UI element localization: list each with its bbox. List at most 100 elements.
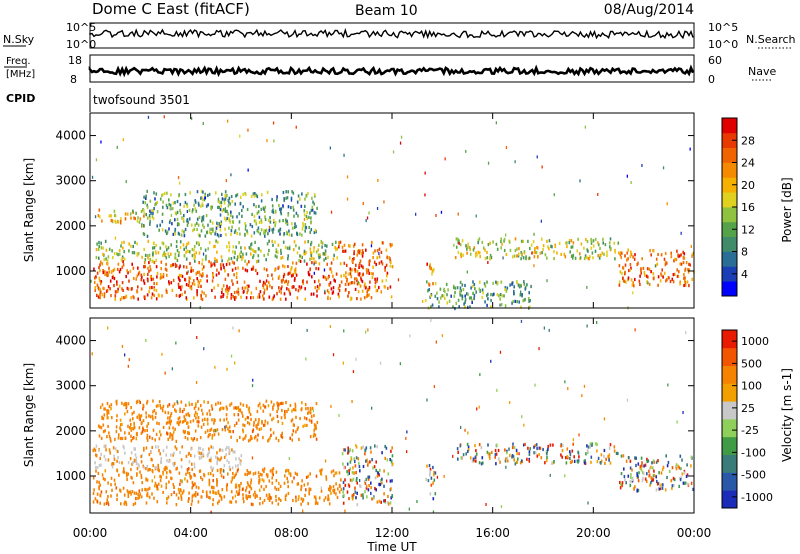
echo-cell [127,494,130,498]
echo-cell [340,487,343,491]
echo-cell [113,276,116,281]
echo-cell [307,474,310,478]
echo-cell [281,431,283,435]
echo-cell [247,494,249,499]
echo-cell [258,220,261,224]
echo-cell [152,399,154,403]
echo-cell [310,228,313,232]
echo-cell [203,198,206,202]
echo-cell [541,165,543,169]
echo-cell [98,294,101,298]
echo-cell [153,207,155,211]
echo-cell [650,476,652,480]
echo-cell [207,400,209,404]
echo-cell [164,229,167,233]
echo-cell [134,501,137,505]
echo-cell [299,254,301,258]
echo-cell [489,253,492,258]
echo-cell [444,296,446,301]
echo-cell [286,230,288,235]
echo-cell [579,179,581,183]
echo-cell [256,211,259,215]
echo-cell [312,409,314,413]
colorbar-tick-label: 100 [741,380,762,393]
echo-cell [512,442,514,446]
echo-cell [287,272,289,276]
echo-cell [314,495,317,499]
echo-cell [163,115,165,119]
echo-cell [366,216,369,220]
echo-cell [447,288,449,292]
echo-cell [433,470,435,474]
echo-cell [533,451,535,455]
echo-cell [137,285,139,289]
echo-cell [539,446,542,450]
echo-cell [433,478,436,482]
echo-cell [303,209,306,213]
echo-cell [553,250,555,254]
echo-cell [236,193,239,197]
echo-cell [182,419,185,424]
echo-cell [522,299,524,303]
echo-cell [146,491,149,495]
echo-cell [484,300,486,304]
echo-cell [500,246,502,250]
freq-tick-bottom: 8 [70,73,77,86]
echo-cell [211,434,214,438]
echo-cell [278,203,280,208]
echo-cell [234,464,237,468]
echo-cell [373,496,375,500]
echo-cell [119,418,122,422]
echo-cell [462,288,465,292]
echo-cell [228,286,231,290]
echo-cell [210,232,212,236]
echo-cell [605,457,607,461]
echo-cell [122,288,124,292]
echo-cell [279,232,281,236]
echo-cell [168,202,170,206]
echo-cell [113,209,116,213]
echo-cell [144,487,146,491]
echo-cell [487,443,489,447]
echo-cell [246,231,249,235]
echo-cell [146,401,148,405]
echo-cell [126,286,129,290]
echo-cell [301,227,304,231]
echo-cell [368,484,370,488]
echo-cell [152,417,154,421]
echo-cell [670,255,673,259]
echo-cell [678,466,681,470]
echo-cell [340,478,342,482]
echo-cell [254,250,257,254]
echo-cell [99,456,101,460]
echo-cell [366,495,368,499]
echo-cell [355,456,358,460]
echo-cell [361,243,364,247]
echo-cell [91,352,93,356]
echo-cell [193,227,196,231]
echo-cell [165,256,168,260]
echo-cell [187,499,190,503]
echo-cell [347,446,349,450]
echo-cell [459,290,461,294]
echo-cell [136,472,138,476]
echo-cell [196,293,198,297]
echo-cell [535,251,538,255]
echo-cell [180,287,182,292]
echo-cell [540,219,542,223]
echo-cell [625,280,627,284]
echo-cell [280,434,283,438]
echo-cell [233,290,236,295]
echo-cell [438,300,440,304]
echo-cell [296,251,299,255]
echo-cell [467,448,470,452]
echo-cell [208,478,211,482]
echo-cell [210,465,212,469]
echo-cell [303,217,306,221]
echo-cell [210,264,212,268]
echo-cell [654,264,657,268]
echo-cell [286,246,289,250]
echo-cell [205,257,207,261]
echo-cell [492,240,494,244]
